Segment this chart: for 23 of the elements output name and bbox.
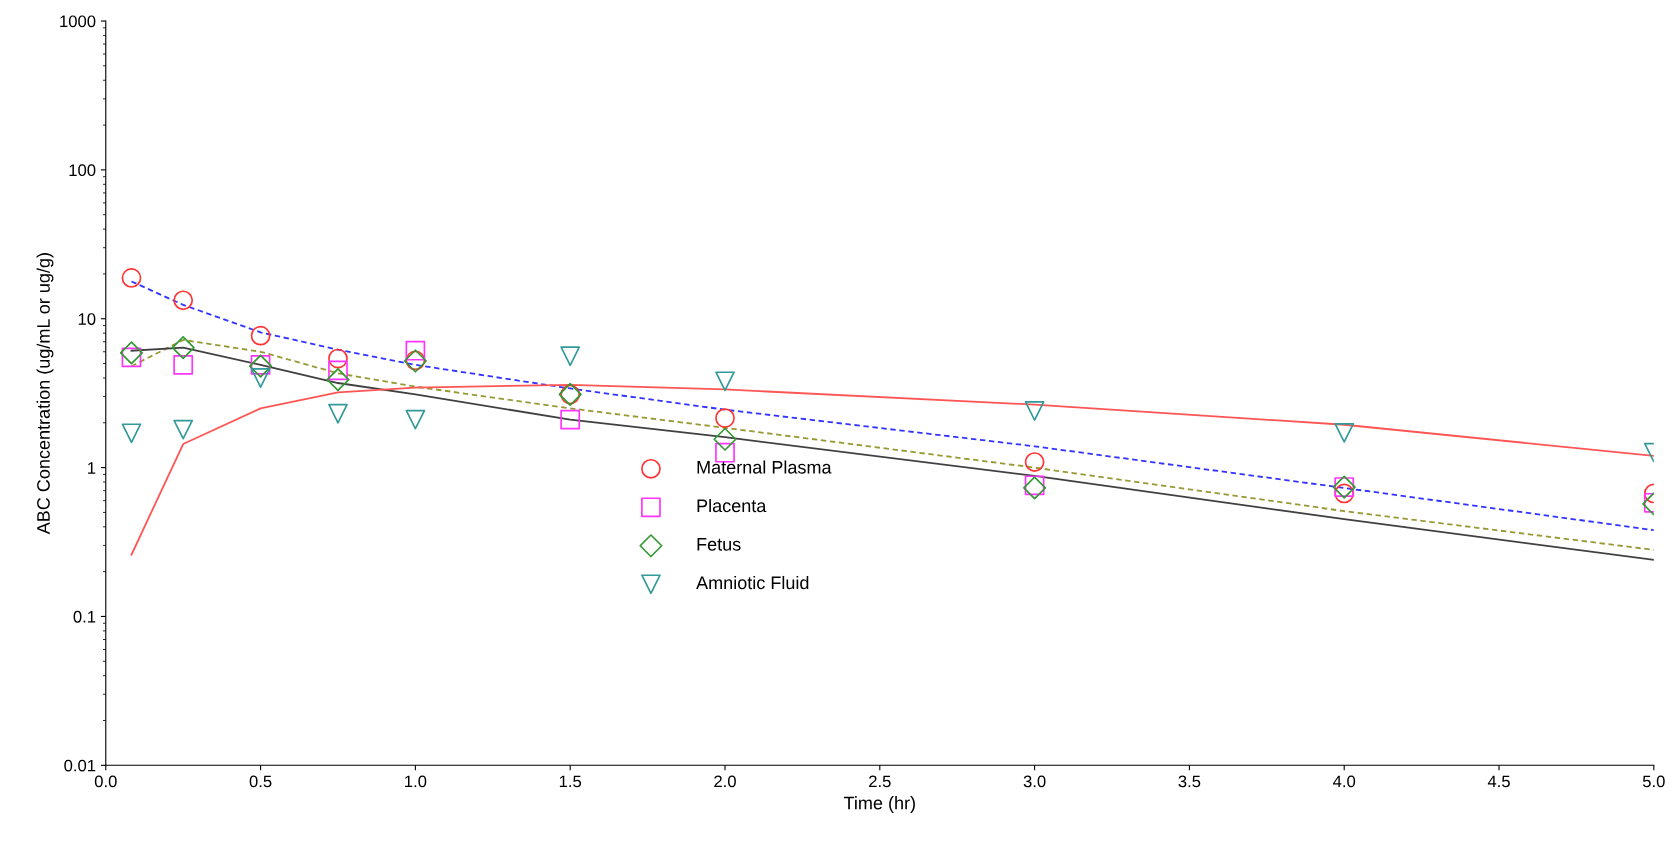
y-tick-label: 1 bbox=[88, 462, 96, 474]
x-tick-label: 2.5 bbox=[869, 775, 891, 788]
y-tick-label: 0.01 bbox=[64, 759, 96, 772]
x-tick-label: 0.5 bbox=[249, 775, 272, 788]
legend-label: Maternal Plasma bbox=[697, 460, 832, 474]
legend-label: Fetus bbox=[697, 538, 741, 551]
x-tick-label: 4.0 bbox=[1333, 775, 1356, 788]
y-tick-label: 1000 bbox=[60, 15, 96, 28]
x-tick-label: 1.0 bbox=[405, 775, 427, 788]
x-tick-label: 5.0 bbox=[1642, 775, 1665, 788]
x-tick-label: 2.0 bbox=[714, 775, 736, 788]
y-tick-label: 100 bbox=[69, 164, 96, 177]
legend-label: Amniotic Fluid bbox=[696, 575, 809, 590]
x-tick-label: 0.0 bbox=[94, 775, 117, 788]
x-tick-label: 3.5 bbox=[1178, 775, 1201, 788]
y-axis-title: ABC Concentration (ug/mL or ug/g) bbox=[36, 253, 54, 535]
y-tick-label: 10 bbox=[78, 313, 96, 325]
x-axis-title: Time (hr) bbox=[843, 796, 915, 813]
legend-label: Placenta bbox=[697, 498, 767, 513]
y-tick-label: 0.1 bbox=[73, 610, 96, 623]
x-tick-label: 3.0 bbox=[1023, 775, 1046, 788]
x-tick-label: 1.5 bbox=[559, 775, 582, 788]
x-tick-label: 4.5 bbox=[1487, 775, 1510, 788]
